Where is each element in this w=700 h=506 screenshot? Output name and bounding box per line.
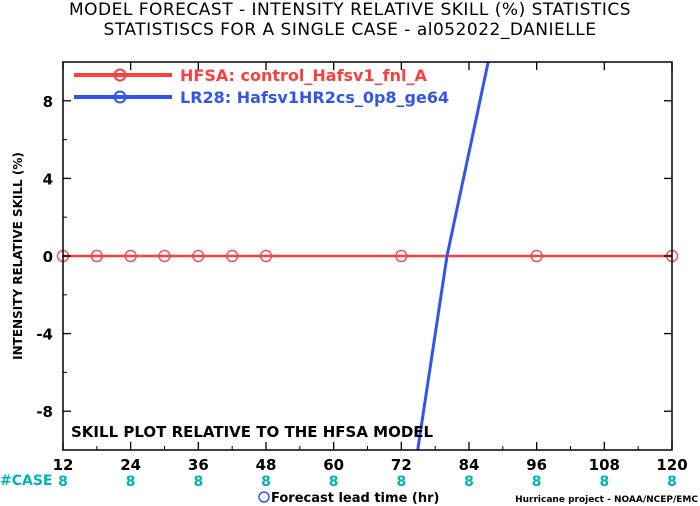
y-tick-label: -8	[36, 403, 53, 421]
data-point	[530, 249, 543, 263]
legend-label-lr28: LR28: Hafsv1HR2cs_0p8_ge64	[180, 88, 449, 107]
data-point	[226, 249, 239, 263]
x-tick-label: 72	[391, 456, 412, 474]
y-tick-label: -4	[36, 326, 53, 344]
xlabel-circle-icon	[258, 491, 270, 503]
case-count: 8	[532, 474, 542, 490]
y-tick-label: 8	[43, 93, 53, 111]
x-tick-label: 12	[53, 456, 74, 474]
case-count: 8	[193, 474, 203, 490]
data-point	[192, 249, 205, 263]
case-count: 8	[464, 474, 474, 490]
x-tick-label: 36	[188, 456, 209, 474]
series-line-1	[416, 62, 490, 450]
y-tick-label: 4	[43, 170, 53, 188]
data-point	[124, 249, 137, 263]
x-tick-label: 120	[656, 456, 687, 474]
legend-marker-hfsa	[113, 68, 127, 82]
case-count: 8	[599, 474, 609, 490]
data-point	[259, 249, 273, 263]
x-tick-label: 96	[526, 456, 547, 474]
x-axis-title: Forecast lead time (hr)	[258, 491, 439, 506]
case-count: 8	[126, 474, 136, 490]
title-line-1: MODEL FORECAST - INTENSITY RELATIVE SKIL…	[68, 0, 632, 20]
x-axis-label: Forecast lead time (hr)	[271, 491, 439, 506]
series-layer	[56, 62, 679, 450]
skill-annotation: SKILL PLOT RELATIVE TO THE HFSA MODEL	[71, 423, 434, 441]
legend-label-hfsa: HFSA: control_Hafsv1_fnl_A	[180, 66, 427, 85]
data-point	[158, 249, 171, 263]
case-count: 8	[58, 474, 68, 490]
case-count: 8	[667, 474, 677, 490]
x-tick-label: 60	[323, 456, 344, 474]
case-row-label: #CASE	[0, 473, 53, 489]
case-count: 8	[261, 474, 271, 490]
y-axis-label: INTENSITY RELATIVE SKILL (%)	[11, 152, 25, 360]
legend-marker-lr28	[113, 90, 127, 104]
x-tick-label: 24	[120, 456, 141, 474]
credit-text: Hurricane project - NOAA/NCEP/EMC	[515, 495, 698, 505]
x-tick-label: 108	[589, 456, 620, 474]
case-count: 8	[396, 474, 406, 490]
title-line-2: STATISTISCS FOR A SINGLE CASE - al052022…	[103, 20, 597, 40]
x-tick-label: 48	[256, 456, 277, 474]
x-tick-label: 84	[459, 456, 480, 474]
data-point	[395, 249, 408, 263]
y-tick-label: 0	[43, 248, 53, 266]
legend: HFSA: control_Hafsv1_fnl_A LR28: Hafsv1H…	[74, 66, 449, 107]
case-count: 8	[329, 474, 339, 490]
chart-title: MODEL FORECAST - INTENSITY RELATIVE SKIL…	[0, 0, 700, 40]
data-point	[90, 249, 103, 263]
